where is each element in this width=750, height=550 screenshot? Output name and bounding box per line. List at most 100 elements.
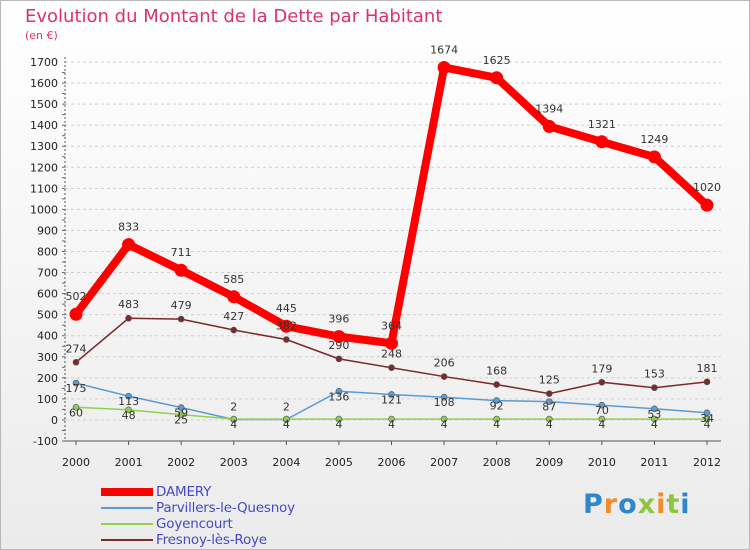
data-label-fresnoy: 382	[276, 320, 297, 333]
y-tick-label: 900	[37, 224, 58, 237]
data-point-goyencourt	[125, 406, 132, 414]
data-label-fresnoy: 483	[118, 298, 139, 311]
chart-title: Evolution du Montant de la Dette par Hab…	[25, 6, 443, 27]
data-label-fresnoy: 479	[171, 299, 192, 312]
data-label-parvillers: 2	[283, 401, 290, 414]
data-label-goyencourt: 25	[174, 414, 188, 427]
data-point-goyencourt	[230, 415, 238, 423]
data-point-damery	[490, 71, 504, 85]
x-tick-label: 2007	[430, 456, 458, 469]
data-point-damery	[700, 198, 714, 212]
x-tick-label: 2012	[693, 456, 721, 469]
data-label-parvillers: 108	[434, 396, 455, 409]
x-tick-label: 2002	[167, 456, 195, 469]
data-label-damery: 1625	[483, 54, 511, 67]
data-point-damery	[227, 290, 241, 304]
data-label-damery: 1674	[430, 43, 458, 56]
data-point-fresnoy	[703, 378, 711, 386]
x-tick-label: 2003	[220, 456, 248, 469]
x-tick-label: 2001	[115, 456, 143, 469]
data-point-damery	[385, 336, 398, 350]
data-label-damery: 1020	[693, 181, 721, 194]
data-label-fresnoy: 290	[328, 339, 349, 352]
data-label-fresnoy: 427	[223, 310, 244, 323]
data-point-goyencourt	[493, 415, 500, 423]
data-label-damery: 711	[171, 246, 192, 259]
data-point-goyencourt	[651, 415, 658, 423]
data-label-goyencourt: 60	[69, 406, 83, 419]
data-label-fresnoy: 181	[697, 362, 718, 375]
data-label-goyencourt: 4	[283, 418, 290, 431]
data-label-damery: 1321	[588, 118, 616, 131]
data-label-damery: 364	[381, 319, 402, 332]
data-label-goyencourt: 4	[388, 418, 395, 431]
logo-letter: x	[637, 489, 657, 520]
data-label-parvillers: 113	[118, 395, 139, 408]
y-tick-label: 500	[37, 309, 58, 322]
data-label-parvillers: 136	[328, 390, 349, 403]
data-point-parvillers	[493, 397, 500, 404]
legend-label-damery: DAMERY	[156, 484, 212, 500]
data-label-goyencourt: 4	[230, 418, 237, 431]
data-point-damery	[542, 119, 556, 133]
data-point-goyencourt	[545, 415, 553, 423]
y-tick-label: 800	[37, 246, 58, 259]
x-tick-label: 2006	[378, 456, 406, 469]
data-label-goyencourt: 4	[441, 418, 448, 431]
data-point-goyencourt	[72, 404, 80, 411]
data-point-damery	[647, 150, 661, 164]
legend-swatch-goyencourt	[101, 523, 153, 525]
data-label-damery: 1249	[640, 133, 668, 146]
x-tick-label: 2010	[588, 456, 616, 469]
data-point-damery	[174, 263, 188, 277]
data-label-damery: 585	[223, 273, 244, 286]
data-point-damery	[122, 238, 136, 252]
data-point-goyencourt	[598, 415, 606, 423]
data-label-fresnoy: 125	[539, 374, 560, 387]
legend-label-fresnoy: Fresnoy-lès-Roye	[156, 532, 267, 548]
logo-letter: i	[680, 489, 691, 520]
data-point-goyencourt	[440, 415, 448, 423]
y-tick-label: 1200	[30, 161, 58, 174]
legend-swatch-damery	[101, 488, 153, 496]
data-label-damery: 396	[328, 313, 349, 326]
data-label-goyencourt: 48	[122, 409, 136, 422]
y-tick-label: -100	[33, 435, 58, 448]
data-point-fresnoy	[493, 381, 500, 388]
logo-letter: t	[666, 489, 681, 520]
data-point-goyencourt	[703, 415, 711, 423]
data-label-parvillers: 87	[542, 401, 556, 414]
legend-swatch-parvillers	[101, 507, 153, 509]
data-label-parvillers: 2	[230, 401, 237, 414]
data-label-goyencourt: 4	[598, 418, 605, 431]
y-tick-label: 200	[37, 372, 58, 385]
data-point-fresnoy	[283, 336, 290, 343]
data-point-parvillers	[72, 379, 80, 387]
data-point-goyencourt	[283, 415, 290, 423]
data-label-goyencourt: 4	[704, 418, 711, 431]
y-tick-label: 700	[37, 267, 58, 280]
data-point-parvillers	[703, 409, 711, 417]
data-label-parvillers: 34	[700, 412, 714, 425]
data-point-parvillers	[177, 404, 185, 411]
data-point-goyencourt	[388, 415, 395, 423]
data-point-fresnoy	[598, 378, 606, 386]
data-point-parvillers	[388, 391, 395, 398]
y-tick-label: 1600	[30, 77, 58, 90]
y-tick-label: 1400	[30, 119, 58, 132]
y-tick-label: 400	[37, 330, 58, 343]
data-point-damery	[279, 319, 293, 333]
data-label-fresnoy: 206	[434, 357, 455, 370]
logo-letter: r	[603, 489, 619, 520]
logo-letter: P	[583, 489, 604, 520]
legend-swatch-fresnoy	[101, 539, 153, 541]
y-tick-label: 1300	[30, 140, 58, 153]
x-tick-label: 2011	[640, 456, 668, 469]
data-label-fresnoy: 274	[66, 342, 87, 355]
y-tick-label: 1000	[30, 203, 58, 216]
logo-letter: i	[656, 489, 667, 520]
data-point-damery	[332, 330, 346, 344]
data-point-fresnoy	[651, 384, 658, 392]
